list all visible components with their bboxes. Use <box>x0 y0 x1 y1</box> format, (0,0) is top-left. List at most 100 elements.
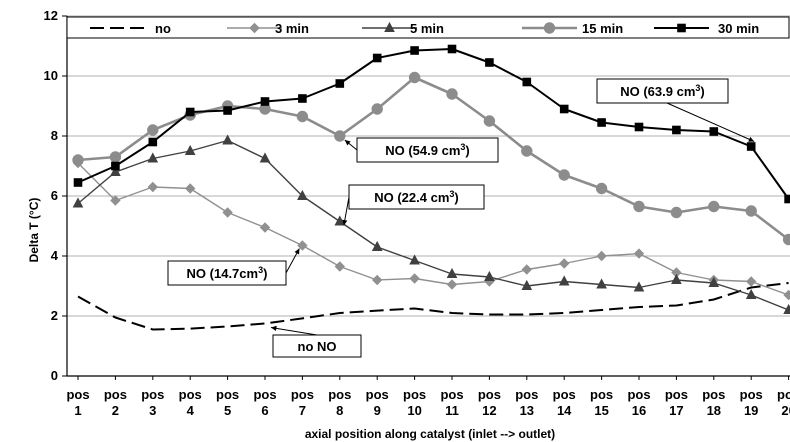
data-point <box>73 178 83 187</box>
y-tick-label: 12 <box>44 8 58 23</box>
x-tick-label-top: pos <box>291 387 314 402</box>
annotation-text: NO (63.9 cm3) <box>620 83 705 99</box>
data-point <box>446 267 458 278</box>
data-point <box>409 273 420 284</box>
y-tick-label: 8 <box>51 128 58 143</box>
x-tick-label-bottom: 17 <box>669 403 683 418</box>
data-point <box>371 103 383 115</box>
x-tick-label-top: pos <box>478 387 501 402</box>
annotation-text: NO (54.9 cm3) <box>385 142 470 158</box>
data-point <box>484 270 495 281</box>
x-tick-label-top: pos <box>553 387 576 402</box>
data-point <box>483 115 496 127</box>
legend-label: 5 min <box>410 21 444 36</box>
data-point <box>72 197 84 208</box>
x-tick-label-top: pos <box>403 387 426 402</box>
data-point <box>147 124 159 136</box>
legend-item: no <box>90 21 171 36</box>
data-point <box>297 240 308 251</box>
y-tick-label: 4 <box>51 248 59 263</box>
data-point <box>147 181 159 193</box>
data-point <box>408 71 421 84</box>
data-point <box>745 205 757 217</box>
data-point <box>184 183 196 194</box>
data-point <box>522 77 532 87</box>
annotation-arrowhead <box>344 140 351 146</box>
data-point <box>109 151 122 163</box>
x-tick-label-bottom: 2 <box>112 403 119 418</box>
data-point <box>371 274 383 286</box>
data-point <box>259 222 271 233</box>
legend-item: 15 min <box>522 21 623 36</box>
data-point <box>745 288 757 299</box>
data-point <box>633 200 645 213</box>
data-point <box>784 194 790 204</box>
data-point <box>409 254 420 265</box>
data-point <box>782 233 790 246</box>
data-point <box>334 130 346 142</box>
data-point <box>110 165 121 176</box>
annotation-label: NO (14.7cm3) <box>167 248 300 286</box>
data-point <box>746 142 756 151</box>
y-tick-label: 2 <box>51 308 58 323</box>
annotation-arrowhead <box>271 325 277 331</box>
annotation-label: NO (63.9 cm3) <box>596 78 755 142</box>
annotation-label: no NO <box>270 325 362 358</box>
data-point <box>249 22 260 34</box>
x-tick-label-top: pos <box>665 387 688 402</box>
data-point <box>334 261 346 272</box>
axes: 024681012pos1pos2pos3pos4pos5pos6pos7pos… <box>44 8 790 418</box>
y-tick-label: 10 <box>44 68 58 83</box>
data-point <box>72 154 84 166</box>
data-point <box>677 23 686 33</box>
x-tick-label-top: pos <box>590 387 613 402</box>
data-point <box>559 104 569 114</box>
series-line <box>77 162 789 296</box>
x-tick-label-bottom: 9 <box>374 403 381 418</box>
data-point <box>596 278 607 289</box>
x-tick-label-top: pos <box>141 387 164 402</box>
x-tick-label-bottom: 14 <box>557 403 572 418</box>
x-tick-label-bottom: 13 <box>520 403 534 418</box>
data-point <box>521 279 533 290</box>
legend-label: 3 min <box>275 21 309 36</box>
data-point <box>595 182 608 195</box>
x-tick-label-bottom: 3 <box>149 403 156 418</box>
data-point <box>633 281 645 292</box>
data-point <box>296 110 309 123</box>
x-tick-label-bottom: 6 <box>261 403 268 418</box>
x-tick-label-bottom: 18 <box>707 403 721 418</box>
x-tick-label-top: pos <box>627 387 650 402</box>
data-point <box>110 195 121 206</box>
annotations: NO (63.9 cm3) NO (54.9 cm3) NO (22.4 cm3) N… <box>167 78 755 358</box>
annotation-label: NO (54.9 cm3) <box>344 137 499 163</box>
series-line <box>77 139 789 311</box>
annotation-text: NO (22.4 cm3) <box>374 189 459 205</box>
data-point <box>558 275 570 286</box>
x-tick-label-bottom: 20 <box>781 403 790 418</box>
annotation-arrow <box>666 102 755 142</box>
x-tick-label-top: pos <box>440 387 463 402</box>
data-point <box>708 200 720 213</box>
data-point <box>596 250 607 262</box>
data-point <box>335 79 345 88</box>
data-point <box>672 125 681 135</box>
data-point <box>372 53 382 63</box>
data-point <box>543 22 556 34</box>
data-point <box>783 303 790 314</box>
x-tick-label-top: pos <box>702 387 725 402</box>
x-tick-label-bottom: 7 <box>299 403 306 418</box>
annotation-arrowhead <box>294 248 300 255</box>
series-15-min <box>72 71 790 246</box>
data-point <box>222 134 233 145</box>
data-point <box>783 289 790 301</box>
series-5-min <box>72 134 790 314</box>
data-point <box>597 118 606 127</box>
annotation-text: no NO <box>298 339 337 354</box>
annotation-text: NO (14.7cm3) <box>187 265 268 281</box>
data-point <box>633 248 645 259</box>
legend-label: no <box>155 21 171 36</box>
data-point <box>485 58 494 67</box>
legend-box <box>66 16 790 39</box>
